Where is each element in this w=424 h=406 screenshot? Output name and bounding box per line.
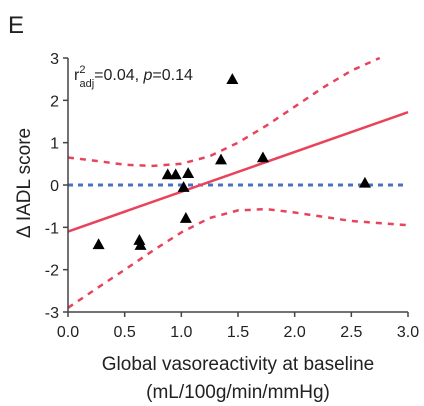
y-tick-label: -1	[45, 220, 59, 237]
data-point	[256, 151, 269, 163]
data-point	[92, 238, 105, 250]
y-tick-label: -3	[45, 305, 59, 322]
panel-label: E	[8, 12, 24, 39]
data-point	[179, 212, 192, 223]
regression-line	[67, 111, 409, 233]
axes: 3 2 1 0 -1 -2 -3 0.0 0.5 1.0 1.5 2.0 2.5 3.0	[45, 51, 419, 341]
x-tick-label: 0.0	[57, 324, 79, 341]
data-point	[358, 176, 371, 188]
stats-r: r	[74, 67, 80, 84]
stats-p-value: =0.14	[152, 67, 193, 84]
ci-upper-band	[67, 56, 381, 168]
x-axis-label-units: (mL/100g/min/mmHg)	[146, 382, 330, 403]
stats-r-value: =0.04,	[94, 67, 143, 84]
y-tick-label: 3	[50, 51, 59, 68]
stats-p: p	[143, 67, 153, 84]
y-tick-label: -2	[45, 263, 59, 280]
y-tick-label: 2	[50, 93, 59, 110]
y-tick-label: 0	[50, 178, 59, 195]
y-axis-label: Δ IADL score	[14, 128, 35, 238]
data-point	[182, 167, 195, 178]
y-tick-label: 1	[50, 136, 59, 153]
data-point	[169, 168, 182, 180]
data-point	[133, 234, 146, 245]
x-tick-label: 0.5	[114, 324, 136, 341]
x-tick-label: 2.0	[284, 324, 306, 341]
plot-area	[67, 56, 409, 309]
x-tick-label: 3.0	[397, 324, 419, 341]
ci-lower-band	[67, 207, 409, 309]
x-tick-label: 2.5	[340, 324, 362, 341]
x-axis-label: Global vasoreactivity at baseline	[102, 354, 374, 375]
data-point	[134, 239, 147, 250]
stats-r-sub: adj	[79, 78, 94, 90]
data-point	[161, 168, 174, 180]
data-point	[177, 181, 190, 192]
stats-r-sup: 2	[79, 64, 85, 76]
data-point	[226, 73, 239, 84]
data-point	[215, 153, 227, 165]
stats-annotation: r2 adj=0.04, p=0.14	[74, 64, 193, 90]
x-tick-label: 1.0	[170, 324, 192, 341]
x-tick-label: 1.5	[227, 324, 249, 341]
